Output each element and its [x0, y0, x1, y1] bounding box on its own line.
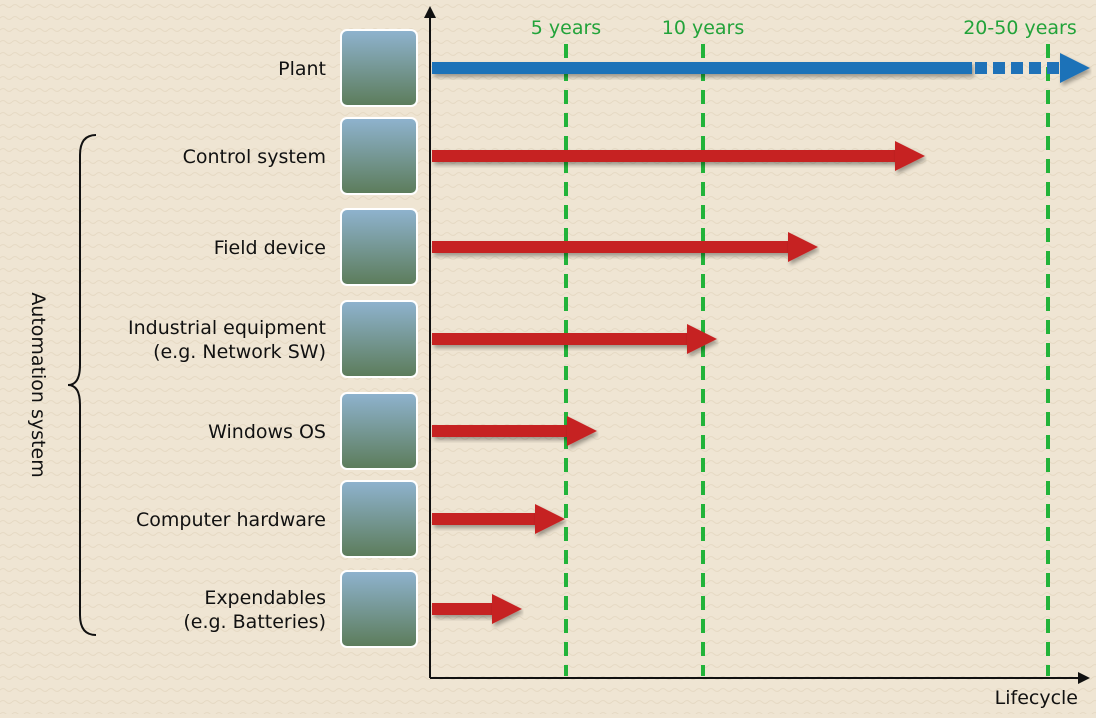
arrow-shaft	[432, 333, 689, 345]
marker-label: 5 years	[531, 17, 601, 39]
row-icon	[341, 30, 417, 106]
marker-label: 20-50 years	[963, 17, 1077, 39]
row-icon	[341, 301, 417, 377]
row-label: (e.g. Network SW)	[153, 341, 326, 363]
diagram: Lifecycle 5 years 10 years 20-50 years Plant…	[0, 0, 1096, 714]
arrow-shaft	[432, 603, 494, 615]
row-label: Field device	[214, 237, 326, 259]
row-label: Computer hardware	[136, 509, 326, 531]
row-icon	[341, 481, 417, 557]
row-icon	[341, 209, 417, 285]
arrow-shaft	[432, 425, 569, 437]
axis-label: Lifecycle	[995, 687, 1078, 709]
arrow-shaft	[432, 150, 897, 162]
arrow-shaft	[432, 513, 537, 525]
arrow-shaft	[432, 62, 972, 74]
row-label: Plant	[278, 58, 326, 80]
row-icon	[341, 118, 417, 194]
marker-label: 10 years	[662, 17, 745, 39]
group-label: Automation system	[27, 292, 49, 477]
row-label: Windows OS	[208, 421, 326, 443]
row-icon	[341, 571, 417, 647]
row-label: Control system	[183, 146, 326, 168]
arrow-shaft	[432, 241, 790, 253]
row-label: (e.g. Batteries)	[183, 611, 326, 633]
row-icon	[341, 393, 417, 469]
row-label: Industrial equipment	[128, 317, 326, 339]
row-label: Expendables	[204, 587, 326, 609]
